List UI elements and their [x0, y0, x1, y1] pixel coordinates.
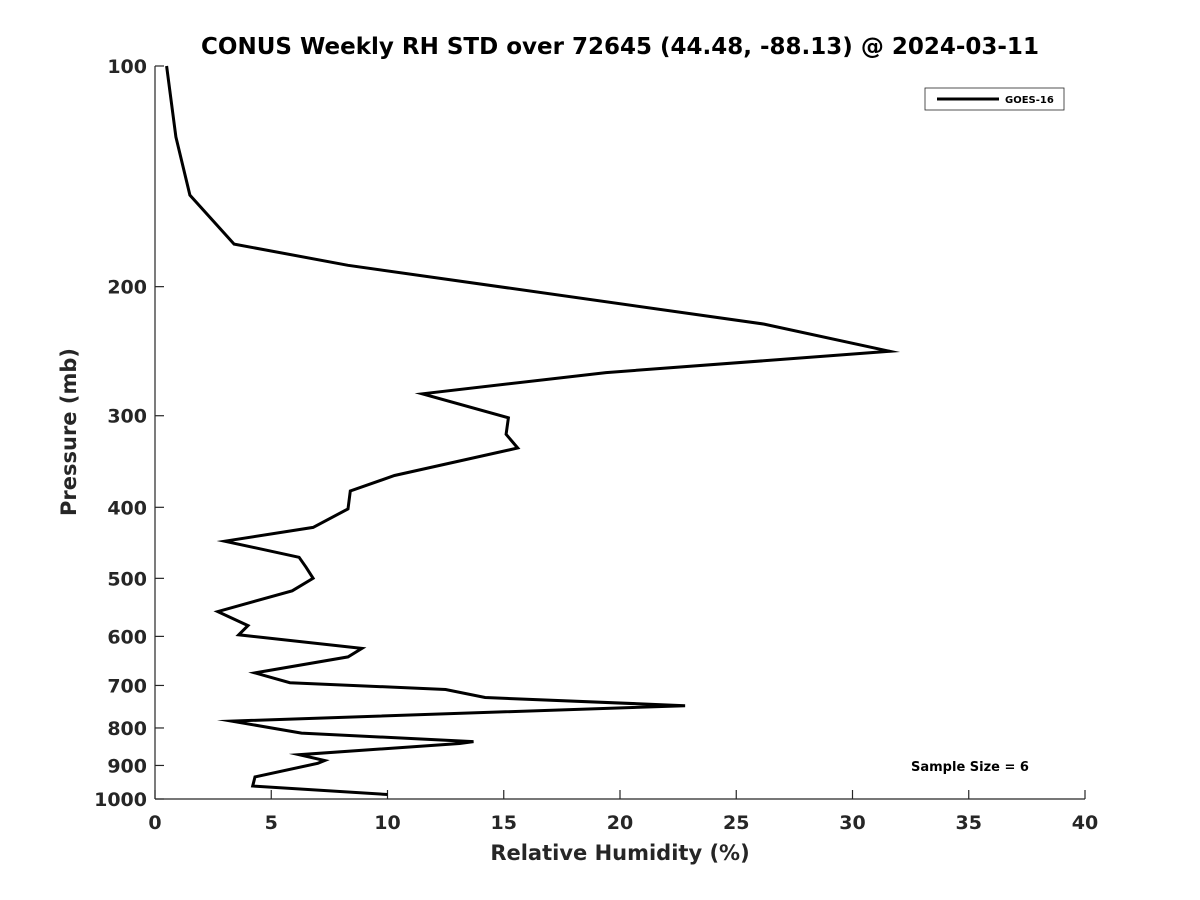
y-tick-label: 500 [107, 568, 147, 590]
y-tick-label: 100 [107, 56, 147, 78]
x-tick-label: 5 [265, 812, 278, 834]
x-tick-label: 20 [607, 812, 633, 834]
x-tick-label: 10 [374, 812, 400, 834]
legend-label-goes-16: GOES-16 [1005, 95, 1054, 106]
x-ticks: 0 5 10 15 20 25 30 35 40 [148, 790, 1098, 834]
y-tick-label: 200 [107, 277, 147, 299]
y-ticks: 100 200 300 400 500 600 700 800 900 1000 [94, 56, 164, 811]
x-axis-label: Relative Humidity (%) [490, 841, 749, 865]
y-axis-label: Pressure (mb) [57, 348, 81, 516]
y-tick-label: 1000 [94, 789, 147, 811]
sample-size-annotation: Sample Size = 6 [911, 760, 1029, 775]
legend: GOES-16 [924, 87, 1065, 111]
y-tick-label: 800 [107, 718, 147, 740]
x-tick-label: 40 [1072, 812, 1098, 834]
x-tick-label: 15 [491, 812, 517, 834]
y-tick-label: 400 [107, 497, 147, 519]
y-tick-label: 600 [107, 626, 147, 648]
series-layer [165, 65, 901, 796]
x-tick-label: 35 [956, 812, 982, 834]
x-tick-label: 25 [723, 812, 749, 834]
series-line-goes-16 [165, 65, 901, 796]
x-tick-label: 0 [148, 812, 161, 834]
x-tick-label: 30 [839, 812, 865, 834]
y-tick-label: 700 [107, 675, 147, 697]
y-tick-label: 900 [107, 755, 147, 777]
chart-title: CONUS Weekly RH STD over 72645 (44.48, -… [201, 34, 1039, 60]
y-tick-label: 300 [107, 406, 147, 428]
